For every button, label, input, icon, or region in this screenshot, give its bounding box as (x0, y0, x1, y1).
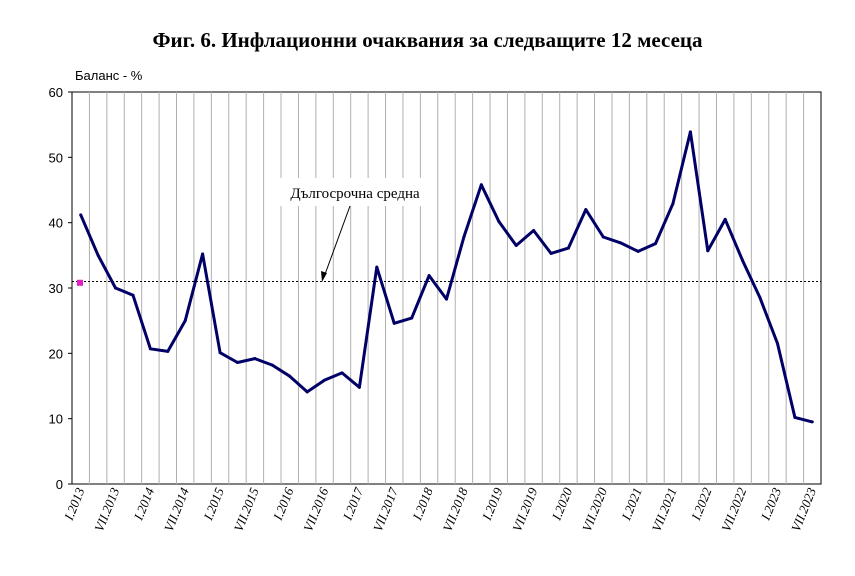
data-point (741, 259, 745, 263)
annotation-arrow (323, 205, 351, 278)
data-point (758, 296, 762, 300)
data-point (305, 390, 309, 394)
annotation-arrowhead (321, 271, 327, 282)
chart-title: Фиг. 6. Инфлационни очаквания за следващ… (152, 28, 703, 52)
y-tick-label: 20 (49, 346, 63, 361)
x-tick-label: VII.2013 (91, 485, 122, 534)
data-point (410, 316, 414, 320)
data-point (340, 371, 344, 375)
y-axis-label: Баланс - % (75, 68, 143, 83)
x-tick-label: I.2013 (61, 485, 88, 523)
data-point (793, 415, 797, 419)
x-tick-label: VII.2014 (161, 485, 192, 534)
y-tick-label: 0 (56, 477, 63, 492)
y-tick-label: 50 (49, 150, 63, 165)
x-tick-label: VII.2017 (370, 485, 401, 534)
data-point (166, 349, 170, 353)
x-tick-label: I.2017 (339, 485, 366, 523)
data-point (445, 297, 448, 301)
x-tick-label: VII.2020 (579, 485, 610, 534)
data-point (619, 241, 623, 245)
x-tick-label: I.2023 (757, 485, 784, 523)
x-tick-label: VII.2023 (788, 485, 819, 534)
data-point (723, 217, 727, 221)
data-point (148, 347, 152, 351)
data-point (183, 319, 187, 323)
plot-area (71, 91, 822, 485)
x-tick-label: VII.2018 (440, 485, 471, 534)
data-point (810, 420, 814, 424)
data-point (235, 360, 239, 364)
x-tick-label: VII.2019 (509, 485, 540, 534)
data-point (688, 130, 692, 134)
data-point (497, 219, 501, 223)
data-point (114, 286, 118, 290)
y-axis-ticks: 0 10 20 30 40 50 60 (49, 85, 72, 492)
x-tick-label: I.2016 (270, 485, 297, 523)
y-tick-label: 10 (49, 412, 63, 427)
data-point (253, 357, 257, 361)
data-point (270, 363, 274, 367)
data-point (566, 246, 570, 250)
data-point (462, 235, 466, 239)
data-point (427, 274, 431, 278)
average-marker (77, 279, 83, 286)
x-tick-label: VII.2016 (300, 485, 331, 534)
data-point (375, 265, 379, 269)
data-point (532, 229, 536, 233)
data-point (79, 213, 83, 217)
data-point (654, 242, 658, 246)
data-point (357, 385, 361, 389)
data-point (392, 321, 396, 325)
data-point (479, 183, 483, 187)
x-tick-label: I.2021 (618, 486, 645, 524)
data-point (636, 249, 640, 253)
x-tick-label: I.2015 (200, 485, 227, 523)
data-point (584, 208, 588, 212)
data-point (601, 235, 605, 239)
data-point (514, 244, 518, 248)
data-point (671, 202, 675, 206)
x-tick-label: I.2019 (479, 485, 506, 523)
data-point (706, 249, 710, 253)
data-point (201, 252, 205, 256)
data-point (218, 351, 222, 355)
x-axis-ticks: I.2013 VII.2013 I.2014 VII.2014 I.2015 VII.20… (61, 485, 820, 534)
x-tick-label: I.2020 (548, 485, 575, 523)
x-tick-label: VII.2022 (718, 485, 749, 534)
x-tick-label: I.2014 (130, 485, 157, 523)
x-tick-label: I.2022 (688, 485, 715, 523)
annotation-label: Дългосрочна средна (290, 186, 420, 202)
data-point (775, 342, 779, 346)
x-tick-label: VII.2021 (649, 486, 680, 534)
data-point (96, 253, 100, 257)
y-tick-label: 40 (49, 216, 63, 231)
y-tick-label: 30 (49, 281, 63, 296)
y-tick-label: 60 (49, 85, 63, 100)
x-tick-label: I.2018 (409, 485, 436, 523)
data-point (131, 293, 135, 297)
x-tick-label: VII.2015 (231, 485, 262, 534)
data-point (323, 378, 327, 382)
data-point (288, 374, 292, 378)
annotation-box (273, 178, 437, 206)
data-point (549, 251, 553, 255)
